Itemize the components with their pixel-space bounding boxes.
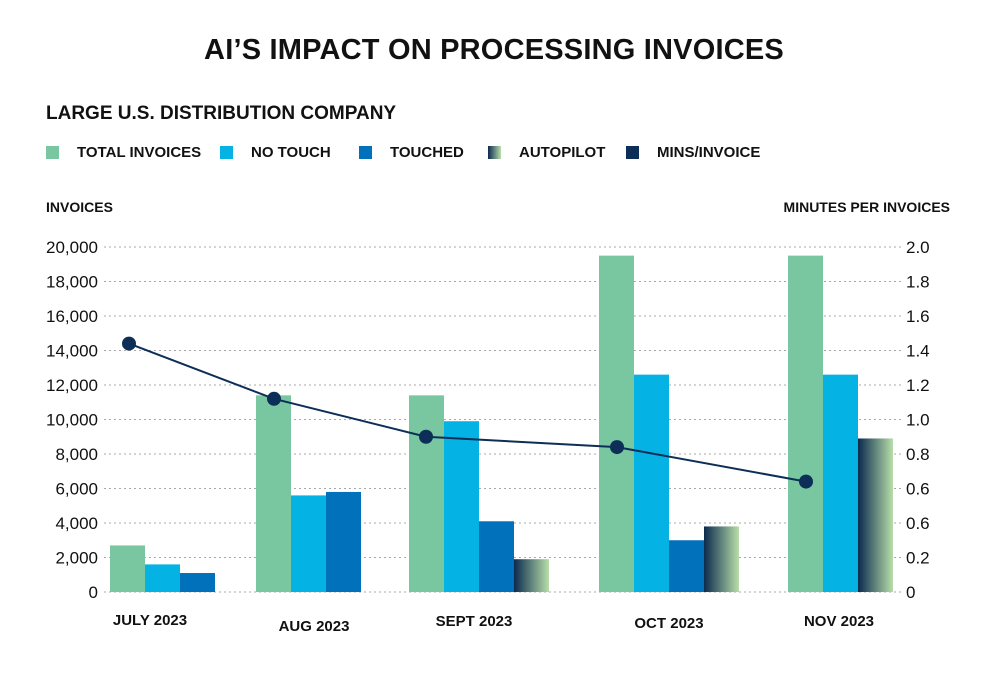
bar-total-invoices [256, 395, 291, 592]
bar-no-touch [634, 374, 669, 592]
y-tick-label-left: 8,000 [55, 445, 98, 464]
bar-total-invoices [409, 395, 444, 592]
y-tick-label-left: 10,000 [46, 411, 98, 430]
bars [110, 255, 893, 592]
bar-autopilot [704, 526, 739, 592]
line-point-mins-per-invoice [799, 474, 813, 489]
y-tick-label-left: 4,000 [55, 514, 98, 533]
legend-label-autopilot: AUTOPILOT [519, 144, 606, 161]
bar-autopilot [514, 559, 549, 592]
bar-no-touch [291, 495, 326, 592]
x-tick-label: AUG 2023 [279, 618, 350, 635]
y-tick-label-right: 2.0 [906, 238, 930, 257]
legend-swatch-autopilot [488, 146, 501, 159]
y-tick-label-right: 1.6 [906, 307, 930, 326]
legend-swatch-touched [359, 146, 372, 159]
legend-swatch-mins-invoice [626, 146, 639, 159]
y-axis-ticks-left: 0 2,000 4,000 6,000 8,000 10,000 12,000 14,000 1… [46, 238, 98, 602]
bar-no-touch [145, 564, 180, 592]
legend-item-no-touch: NO TOUCH [220, 144, 331, 161]
legend-label-touched: TOUCHED [390, 144, 464, 161]
legend-item-autopilot: AUTOPILOT [488, 144, 605, 161]
y-tick-label-left: 14,000 [46, 342, 98, 361]
legend-label-no-touch: NO TOUCH [251, 144, 331, 161]
y-tick-label-left: 12,000 [46, 376, 98, 395]
x-tick-label: JULY 2023 [113, 612, 187, 629]
y-tick-label-left: 0 [89, 583, 98, 602]
y-axis-ticks-right: 0 0.2 0.6 0.6 0.8 1.0 1.2 1.4 1.6 1.8 2.0 [906, 238, 930, 602]
legend-label-mins-invoice: MINS/INVOICE [657, 144, 761, 161]
y-tick-label-right: 0.8 [906, 445, 930, 464]
legend-label-total-invoices: TOTAL INVOICES [77, 144, 202, 161]
bar-touched [669, 540, 704, 592]
x-tick-label: NOV 2023 [804, 613, 874, 630]
legend-swatch-total-invoices [46, 146, 59, 159]
bar-touched [180, 573, 215, 592]
y-tick-label-left: 2,000 [55, 549, 98, 568]
y-axis-label-right: MINUTES PER INVOICES [784, 199, 950, 215]
y-tick-label-right: 0.6 [906, 480, 930, 499]
legend-item-total-invoices: TOTAL INVOICES [46, 144, 201, 161]
bar-total-invoices [110, 545, 145, 592]
legend-item-touched: TOUCHED [359, 144, 464, 161]
bar-total-invoices [599, 255, 634, 592]
y-tick-label-left: 18,000 [46, 273, 98, 292]
line-point-mins-per-invoice [267, 391, 281, 406]
mins-per-invoice-line [122, 336, 813, 489]
line-point-mins-per-invoice [610, 440, 624, 455]
gridlines [104, 246, 902, 593]
bar-total-invoices [788, 255, 823, 592]
y-axis-label-left: INVOICES [46, 199, 113, 215]
y-tick-label-left: 20,000 [46, 238, 98, 257]
y-tick-label-left: 16,000 [46, 307, 98, 326]
chart-title: AI’S IMPACT ON PROCESSING INVOICES [204, 34, 784, 66]
legend-item-mins-invoice: MINS/INVOICE [626, 144, 760, 161]
x-axis-ticks: JULY 2023 AUG 2023 SEPT 2023 OCT 2023 NOV 20… [113, 612, 874, 635]
line-point-mins-per-invoice [419, 429, 433, 444]
line-point-mins-per-invoice [122, 336, 136, 351]
chart-subtitle: LARGE U.S. DISTRIBUTION COMPANY [46, 103, 397, 124]
y-tick-label-right: 0 [906, 583, 915, 602]
bar-touched [479, 521, 514, 592]
y-tick-label-right: 0.2 [906, 549, 930, 568]
y-tick-label-right: 1.0 [906, 411, 930, 430]
y-tick-label-right: 1.8 [906, 273, 930, 292]
y-tick-label-left: 6,000 [55, 480, 98, 499]
y-tick-label-right: 1.2 [906, 376, 930, 395]
bar-no-touch [444, 421, 479, 592]
bar-touched [326, 491, 361, 592]
bar-autopilot [858, 438, 893, 592]
legend-swatch-no-touch [220, 146, 233, 159]
bar-no-touch [823, 374, 858, 592]
y-tick-label-right: 1.4 [906, 342, 930, 361]
y-tick-label-right: 0.6 [906, 514, 930, 533]
x-tick-label: SEPT 2023 [436, 613, 513, 630]
x-tick-label: OCT 2023 [634, 615, 703, 632]
